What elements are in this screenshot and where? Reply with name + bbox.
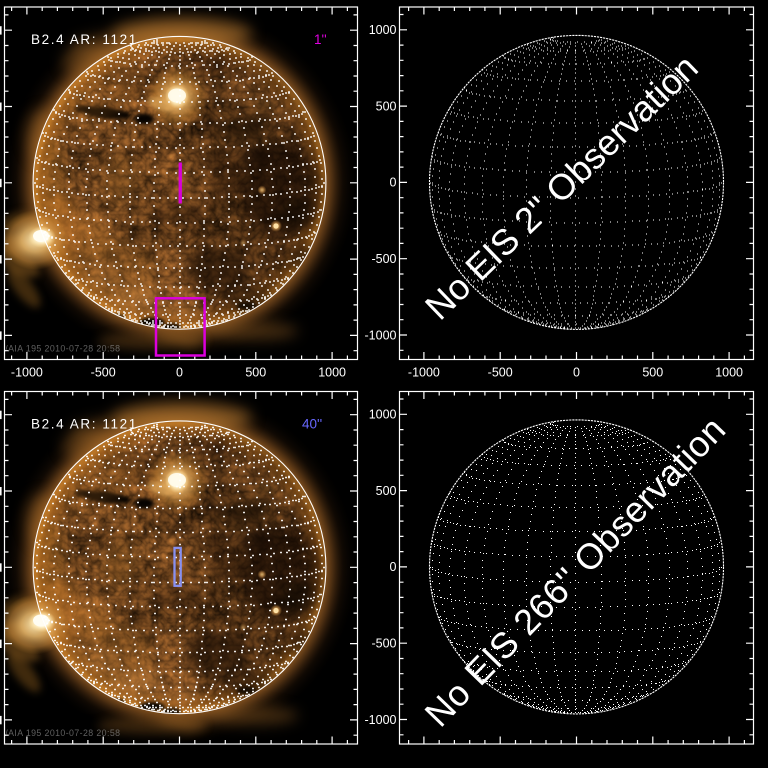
svg-text:0: 0 bbox=[390, 560, 397, 574]
svg-text:40'': 40'' bbox=[302, 417, 322, 432]
svg-text:-1000: -1000 bbox=[365, 713, 397, 727]
svg-text:-500: -500 bbox=[91, 366, 116, 380]
svg-text:-1000: -1000 bbox=[408, 366, 440, 380]
svg-text:1000: 1000 bbox=[369, 408, 397, 422]
svg-text:1000: 1000 bbox=[715, 366, 743, 380]
svg-text:-1000: -1000 bbox=[365, 328, 397, 342]
svg-text:1'': 1'' bbox=[314, 32, 327, 47]
svg-text:0: 0 bbox=[573, 366, 580, 380]
svg-text:0: 0 bbox=[176, 366, 183, 380]
svg-text:-500: -500 bbox=[371, 252, 396, 266]
svg-text:500: 500 bbox=[376, 484, 397, 498]
svg-text:0: 0 bbox=[390, 176, 397, 190]
svg-text:-500: -500 bbox=[371, 637, 396, 651]
svg-text:1000: 1000 bbox=[318, 366, 346, 380]
svg-text:-500: -500 bbox=[488, 366, 513, 380]
svg-text:1000: 1000 bbox=[369, 23, 397, 37]
svg-text:500: 500 bbox=[245, 366, 266, 380]
svg-text:-1000: -1000 bbox=[11, 366, 43, 380]
svg-text:500: 500 bbox=[642, 366, 663, 380]
svg-text:500: 500 bbox=[376, 99, 397, 113]
